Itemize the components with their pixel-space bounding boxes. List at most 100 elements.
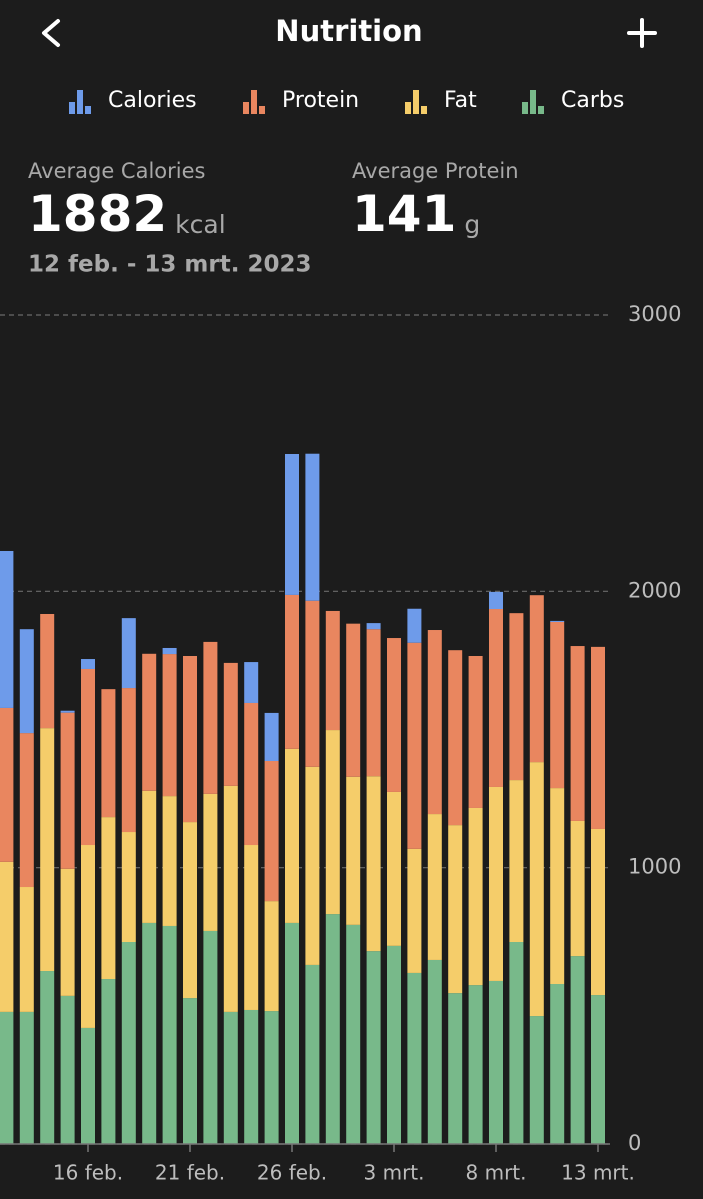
bar-segment (0, 707, 14, 862)
bar-segment (366, 629, 381, 777)
bar-segment (81, 845, 95, 1028)
bar-segment (203, 793, 218, 931)
bar-segment (0, 550, 14, 708)
bar-segment (264, 761, 279, 902)
bar-segment (591, 995, 605, 1144)
bar-segment (489, 591, 503, 610)
bar-segment (550, 788, 565, 985)
bar-segment (244, 1009, 259, 1144)
legend-icon (77, 90, 83, 114)
legend-label: Fat (444, 88, 477, 113)
bar-segment (570, 820, 585, 957)
stat-value-line: 141 g (352, 185, 480, 243)
bar-segment (529, 762, 544, 1017)
bar-segment (550, 984, 565, 1144)
bar-segment (346, 776, 361, 925)
bar-segment (101, 689, 116, 818)
x-tick-label: 26 feb. (257, 1161, 327, 1185)
bar-segment (60, 710, 75, 713)
legend-icon (530, 90, 536, 114)
bar-segment (162, 925, 177, 1144)
bar-segment (366, 951, 381, 1144)
bar-segment (570, 646, 585, 821)
bar-segment (509, 780, 524, 943)
bar-segment (346, 924, 361, 1144)
x-tick-label: 8 mrt. (466, 1161, 527, 1185)
legend-icon (259, 106, 265, 114)
bar-segment (60, 995, 75, 1144)
bar-segment (305, 453, 320, 601)
bar-segment (19, 629, 34, 734)
bar-segment (570, 956, 585, 1144)
bar-segment (60, 868, 75, 996)
bar-segment (162, 796, 177, 926)
y-tick-label: 0 (628, 1131, 641, 1155)
bar-segment (264, 712, 279, 762)
y-tick-label: 3000 (628, 302, 681, 326)
bar-segment (19, 1011, 34, 1144)
bar-segment (81, 659, 95, 669)
bar-segment (40, 971, 55, 1144)
bar-segment (40, 613, 55, 729)
bar-segment (183, 655, 197, 823)
bar-segment (468, 985, 483, 1144)
bar-segment (101, 979, 116, 1144)
legend-item: Calories (69, 88, 197, 114)
stat-label: Average Calories (28, 159, 205, 183)
back-button[interactable] (42, 19, 60, 47)
bar-segment (183, 822, 197, 999)
bar-segment (489, 786, 503, 981)
bar-segment (305, 600, 320, 767)
bar-segment (366, 776, 381, 952)
add-button[interactable] (627, 18, 657, 48)
legend-item: Carbs (522, 88, 624, 114)
bar-segment (550, 620, 565, 623)
bar-segment (591, 828, 605, 996)
bar-segment (407, 642, 422, 849)
stat-unit: kcal (175, 210, 226, 239)
stat-value: 141 (352, 185, 456, 243)
bar-segment (121, 832, 136, 943)
legend: Calories Protein Fat Carbs (69, 88, 624, 114)
legend-label: Calories (108, 88, 197, 113)
bar-segment (427, 630, 442, 815)
stat-label: Average Protein (352, 159, 519, 183)
legend-icon (243, 102, 249, 114)
stat-unit: g (464, 210, 480, 239)
legend-label: Protein (282, 88, 359, 113)
bar-segment (550, 622, 565, 789)
bar-segment (591, 646, 605, 829)
y-tick-label: 1000 (628, 855, 681, 879)
bar-segment (448, 825, 463, 994)
bar-segment (387, 945, 401, 1144)
bar-segment (407, 608, 422, 643)
bar-segment (121, 942, 136, 1144)
bar-segment (509, 942, 524, 1144)
legend-icon (421, 106, 427, 114)
bar-segment (325, 610, 340, 731)
bar-segment (387, 791, 401, 946)
bar-segment (19, 733, 34, 888)
legend-item: Protein (243, 88, 359, 114)
bar-segment (142, 653, 157, 791)
legend-icon (85, 106, 91, 114)
bar-segment (509, 613, 524, 781)
x-tick-label: 13 mrt. (561, 1161, 635, 1185)
bar-segment (529, 1016, 544, 1144)
x-tick-label: 16 feb. (53, 1161, 123, 1185)
legend-icon (251, 90, 257, 114)
bar-segment (223, 662, 238, 786)
bar-segment (529, 595, 544, 763)
bar-segment (162, 647, 177, 655)
bar-segment (325, 914, 340, 1144)
bar-segment (40, 728, 55, 972)
stat-value: 1882 (28, 185, 167, 243)
bar-segment (244, 845, 259, 1010)
bar-segment (223, 1011, 238, 1144)
bar-segment (101, 817, 116, 980)
bar-segment (285, 453, 299, 595)
bar-segment (285, 594, 299, 749)
bar-segment (305, 964, 320, 1144)
